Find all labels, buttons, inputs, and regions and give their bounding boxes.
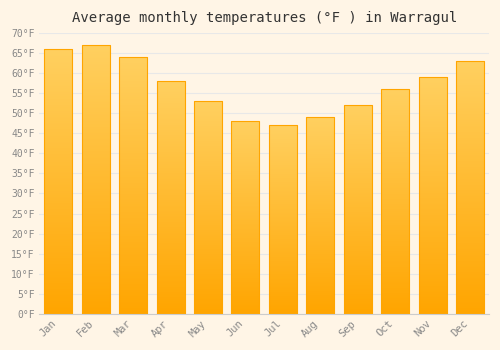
Bar bbox=[344, 105, 372, 314]
Bar bbox=[456, 61, 484, 314]
Bar bbox=[44, 49, 72, 314]
Bar bbox=[232, 121, 260, 314]
Bar bbox=[156, 81, 184, 314]
Bar bbox=[194, 102, 222, 314]
Bar bbox=[119, 57, 147, 314]
Bar bbox=[82, 45, 110, 314]
Bar bbox=[269, 125, 297, 314]
Title: Average monthly temperatures (°F ) in Warragul: Average monthly temperatures (°F ) in Wa… bbox=[72, 11, 457, 25]
Bar bbox=[306, 117, 334, 314]
Bar bbox=[381, 89, 410, 314]
Bar bbox=[418, 77, 447, 314]
